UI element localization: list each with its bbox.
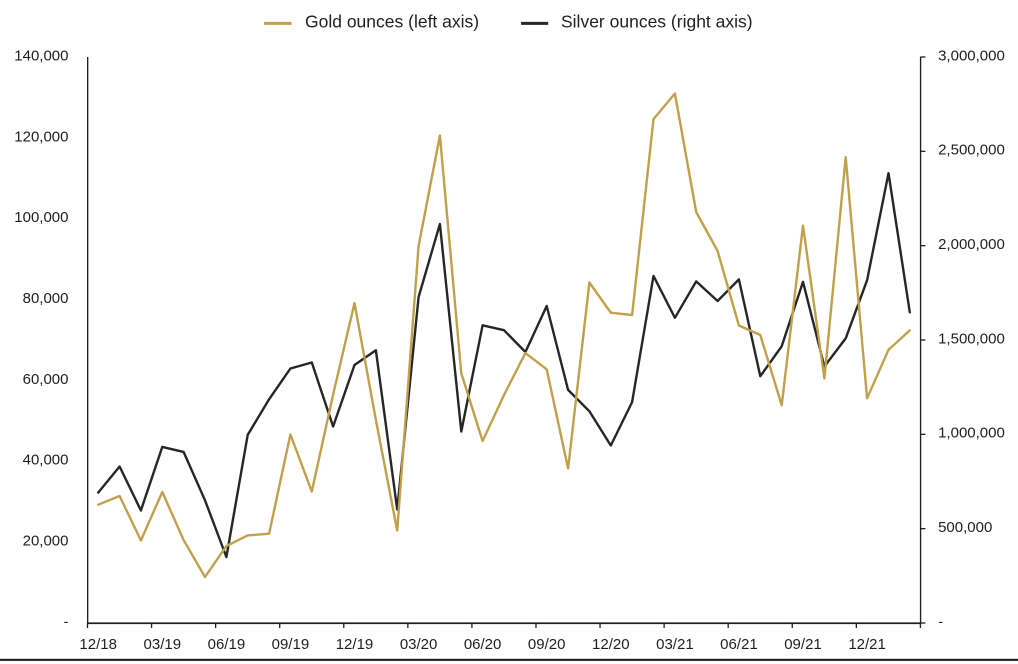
svg-text:1,500,000: 1,500,000 — [938, 330, 1005, 347]
svg-text:09/21: 09/21 — [784, 636, 822, 653]
svg-text:-: - — [938, 613, 943, 630]
svg-text:03/21: 03/21 — [656, 636, 694, 653]
svg-text:12/21: 12/21 — [848, 636, 886, 653]
svg-text:12/18: 12/18 — [79, 636, 117, 653]
svg-text:3,000,000: 3,000,000 — [938, 47, 1005, 64]
svg-text:100,000: 100,000 — [14, 209, 68, 226]
svg-text:03/20: 03/20 — [400, 636, 438, 653]
svg-text:60,000: 60,000 — [23, 371, 69, 388]
svg-text:500,000: 500,000 — [938, 519, 992, 536]
svg-text:2,500,000: 2,500,000 — [938, 142, 1005, 159]
svg-text:120,000: 120,000 — [14, 128, 68, 145]
svg-text:09/19: 09/19 — [272, 636, 310, 653]
svg-text:09/20: 09/20 — [528, 636, 566, 653]
svg-text:06/20: 06/20 — [464, 636, 502, 653]
svg-text:06/21: 06/21 — [720, 636, 758, 653]
svg-text:-: - — [64, 613, 69, 630]
svg-text:03/19: 03/19 — [144, 636, 182, 653]
svg-text:Silver ounces (right axis): Silver ounces (right axis) — [561, 12, 753, 32]
svg-text:140,000: 140,000 — [14, 47, 68, 64]
svg-text:2,000,000: 2,000,000 — [938, 236, 1005, 253]
svg-text:06/19: 06/19 — [208, 636, 246, 653]
svg-text:12/20: 12/20 — [592, 636, 630, 653]
svg-text:20,000: 20,000 — [23, 532, 69, 549]
svg-text:12/19: 12/19 — [336, 636, 374, 653]
svg-text:1,000,000: 1,000,000 — [938, 425, 1005, 442]
svg-text:Gold ounces (left axis): Gold ounces (left axis) — [305, 12, 479, 32]
svg-text:80,000: 80,000 — [23, 290, 69, 307]
svg-text:40,000: 40,000 — [23, 452, 69, 469]
